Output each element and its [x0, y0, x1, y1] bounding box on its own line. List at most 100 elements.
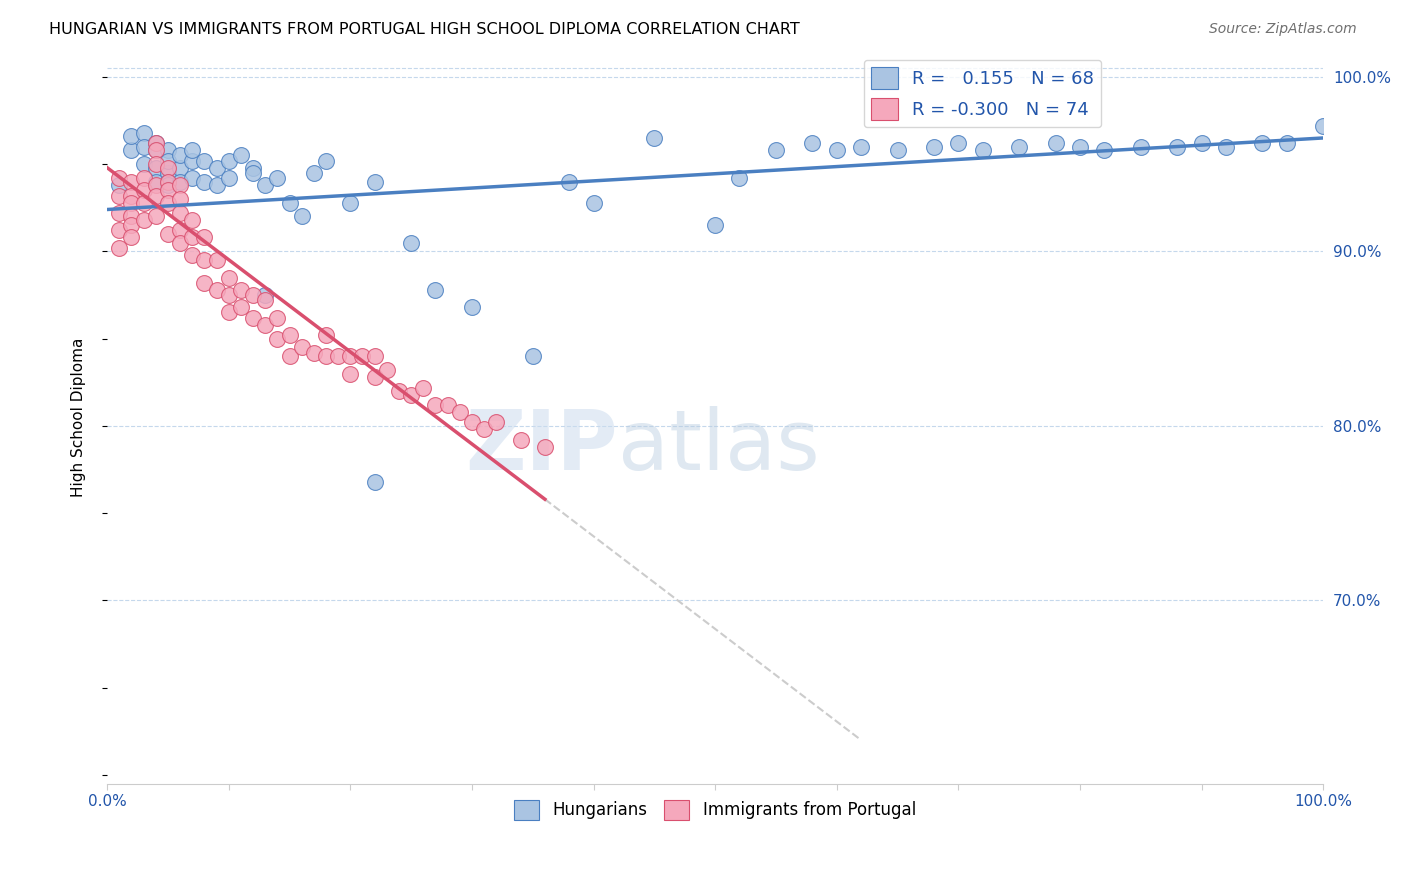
Point — [328, 349, 350, 363]
Point — [315, 349, 337, 363]
Point — [254, 293, 277, 308]
Point — [242, 166, 264, 180]
Point — [145, 161, 167, 175]
Point — [388, 384, 411, 398]
Point — [849, 139, 872, 153]
Point — [169, 206, 191, 220]
Point — [132, 171, 155, 186]
Point — [375, 363, 398, 377]
Legend: Hungarians, Immigrants from Portugal: Hungarians, Immigrants from Portugal — [508, 793, 922, 827]
Point — [169, 175, 191, 189]
Point — [132, 195, 155, 210]
Point — [145, 210, 167, 224]
Point — [218, 171, 240, 186]
Text: atlas: atlas — [617, 406, 820, 487]
Point — [156, 161, 179, 175]
Point — [1069, 139, 1091, 153]
Text: ZIP: ZIP — [465, 406, 617, 487]
Point — [108, 206, 131, 220]
Point — [1129, 139, 1152, 153]
Point — [145, 157, 167, 171]
Point — [449, 405, 471, 419]
Point — [145, 188, 167, 202]
Point — [218, 305, 240, 319]
Point — [193, 230, 215, 244]
Point — [169, 161, 191, 175]
Point — [461, 300, 484, 314]
Point — [254, 288, 277, 302]
Point — [169, 235, 191, 250]
Point — [205, 283, 228, 297]
Point — [218, 153, 240, 168]
Point — [120, 175, 142, 189]
Point — [509, 433, 531, 447]
Point — [1092, 143, 1115, 157]
Point — [132, 213, 155, 227]
Point — [229, 148, 252, 162]
Point — [120, 230, 142, 244]
Point — [765, 143, 787, 157]
Point — [643, 131, 665, 145]
Text: Source: ZipAtlas.com: Source: ZipAtlas.com — [1209, 22, 1357, 37]
Point — [132, 139, 155, 153]
Point — [254, 318, 277, 332]
Point — [120, 195, 142, 210]
Point — [169, 192, 191, 206]
Point — [278, 195, 301, 210]
Point — [181, 143, 204, 157]
Point — [352, 349, 374, 363]
Point — [825, 143, 848, 157]
Point — [339, 349, 361, 363]
Point — [145, 143, 167, 157]
Point — [205, 253, 228, 268]
Point — [522, 349, 544, 363]
Point — [132, 126, 155, 140]
Point — [436, 398, 458, 412]
Point — [156, 175, 179, 189]
Point — [145, 136, 167, 151]
Point — [266, 332, 288, 346]
Text: HUNGARIAN VS IMMIGRANTS FROM PORTUGAL HIGH SCHOOL DIPLOMA CORRELATION CHART: HUNGARIAN VS IMMIGRANTS FROM PORTUGAL HI… — [49, 22, 800, 37]
Point — [181, 248, 204, 262]
Point — [108, 178, 131, 192]
Point — [108, 171, 131, 186]
Point — [193, 153, 215, 168]
Point — [1215, 139, 1237, 153]
Point — [425, 398, 447, 412]
Point — [363, 175, 385, 189]
Point — [1191, 136, 1213, 151]
Point — [156, 178, 179, 192]
Point — [291, 210, 314, 224]
Point — [120, 129, 142, 144]
Point — [120, 188, 142, 202]
Point — [886, 143, 908, 157]
Point — [229, 283, 252, 297]
Point — [801, 136, 824, 151]
Point — [169, 178, 191, 192]
Point — [363, 475, 385, 489]
Point — [181, 153, 204, 168]
Point — [132, 183, 155, 197]
Point — [193, 253, 215, 268]
Point — [242, 288, 264, 302]
Point — [120, 210, 142, 224]
Point — [181, 171, 204, 186]
Point — [278, 349, 301, 363]
Point — [278, 328, 301, 343]
Point — [169, 223, 191, 237]
Point — [145, 178, 167, 192]
Y-axis label: High School Diploma: High School Diploma — [72, 337, 86, 497]
Point — [534, 440, 557, 454]
Point — [412, 380, 434, 394]
Point — [145, 136, 167, 151]
Point — [1008, 139, 1031, 153]
Point — [229, 300, 252, 314]
Point — [302, 345, 325, 359]
Point — [156, 166, 179, 180]
Point — [1045, 136, 1067, 151]
Point — [1275, 136, 1298, 151]
Point — [156, 153, 179, 168]
Point — [120, 143, 142, 157]
Point — [1251, 136, 1274, 151]
Point — [302, 166, 325, 180]
